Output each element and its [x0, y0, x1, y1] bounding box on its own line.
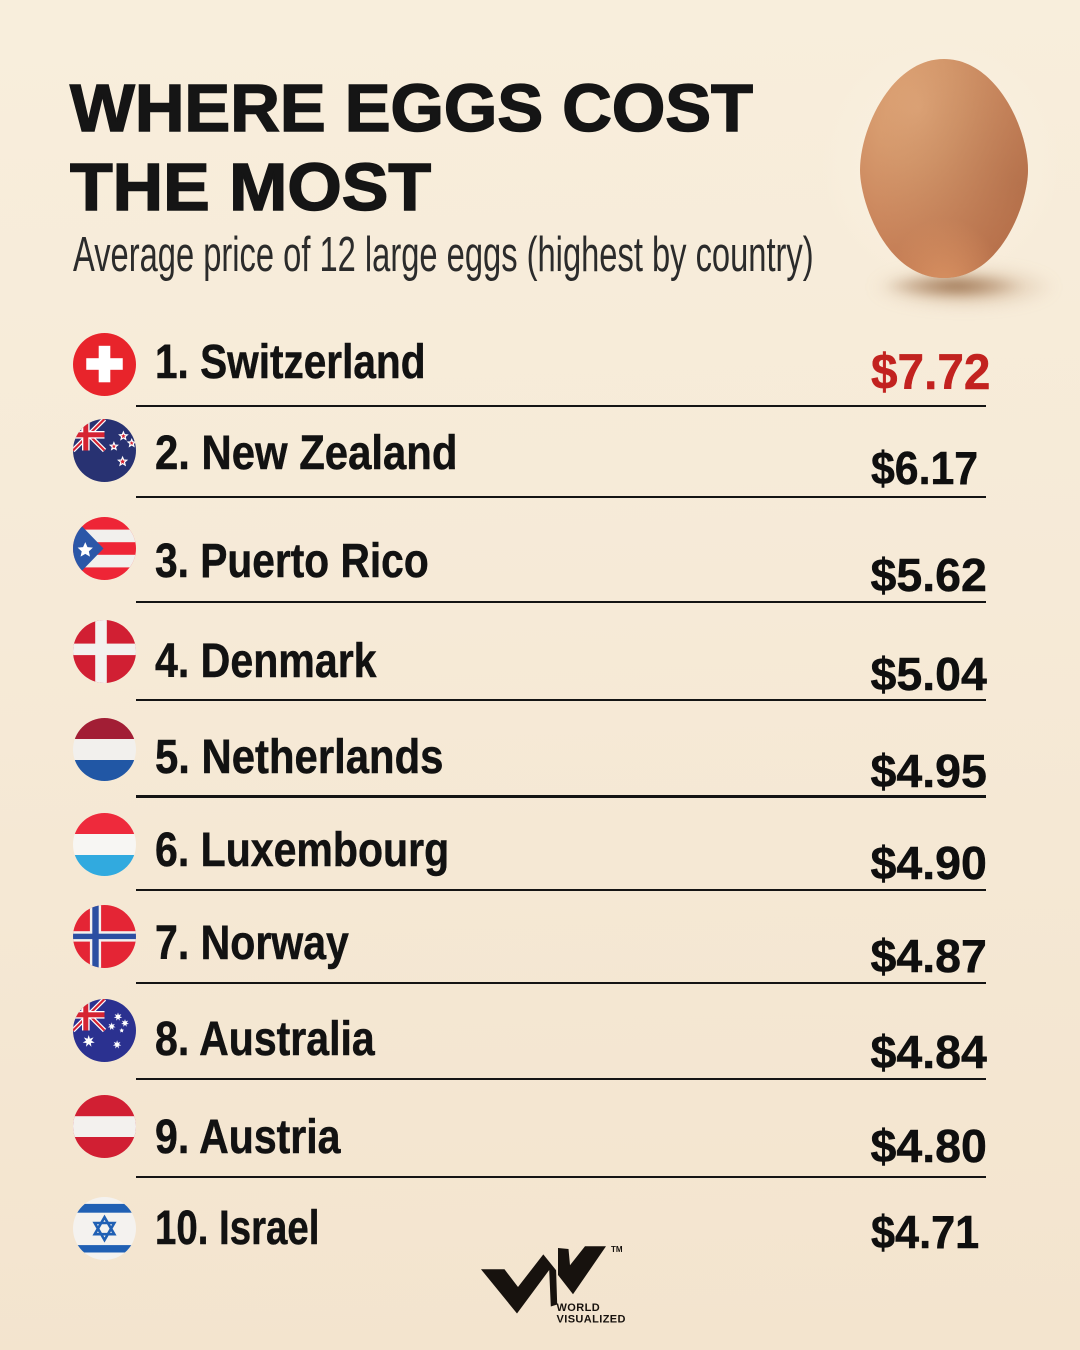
svg-text:TM: TM: [611, 1245, 623, 1254]
svg-text:VISUALIZED: VISUALIZED: [557, 1313, 626, 1325]
svg-text:WORLD: WORLD: [557, 1302, 601, 1314]
